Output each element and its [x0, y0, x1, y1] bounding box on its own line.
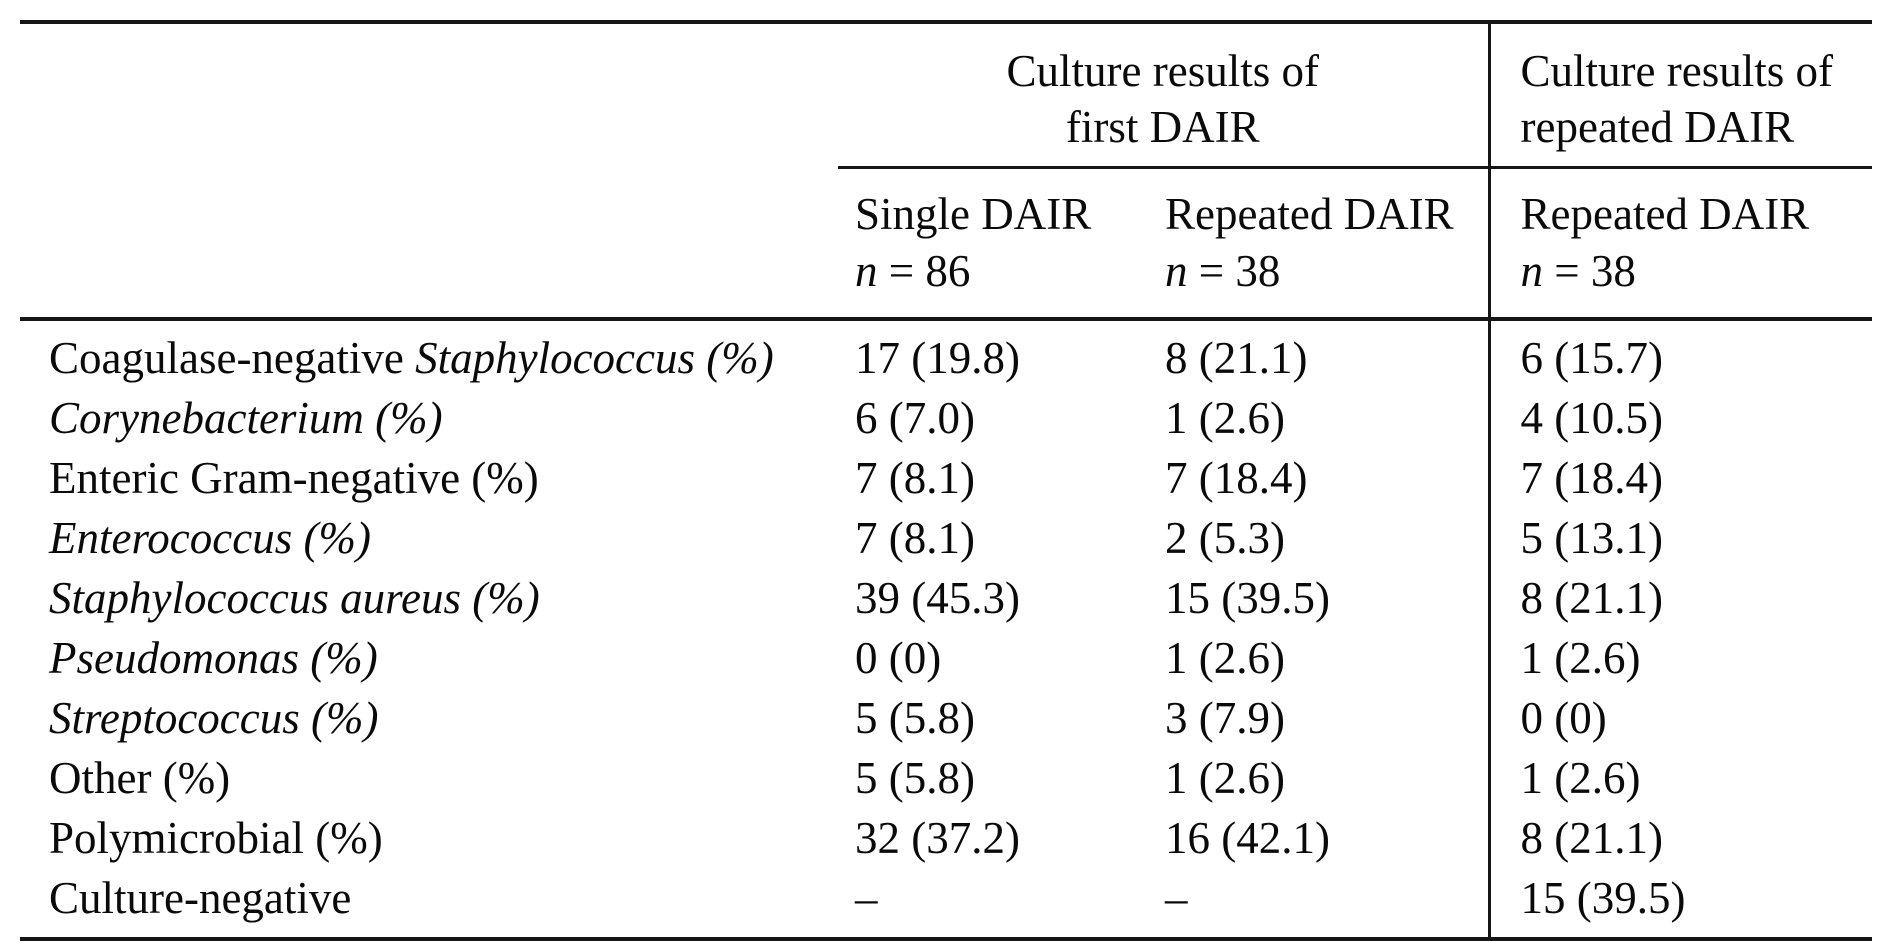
column-header-n: n = 38: [1165, 246, 1281, 296]
column-header-row: Single DAIR n = 86 Repeated DAIR n = 38 …: [20, 167, 1873, 321]
column-header-single-dair: Single DAIR n = 86: [838, 167, 1148, 321]
value-cell: 7 (18.4): [1165, 452, 1308, 503]
table-row: Staphylococcus aureus (%) 39 (45.3) 15 (39…: [20, 568, 1873, 628]
value-cell: 8 (21.1): [1487, 568, 1873, 628]
value-cell: 8 (21.1): [1165, 332, 1308, 383]
group-header-line: first DAIR: [1065, 101, 1260, 152]
table-row: Coagulase-negative Staphylococcus (%) 17 …: [20, 319, 1873, 388]
row-label: Corynebacterium (%): [49, 392, 443, 443]
table-row: Corynebacterium (%) 6 (7.0) 1 (2.6) 4 (10.5…: [20, 388, 1873, 448]
table-body: Coagulase-negative Staphylococcus (%) 17 …: [20, 319, 1873, 941]
row-label: Staphylococcus aureus (%): [49, 572, 540, 623]
value-cell: 4 (10.5): [1487, 388, 1873, 448]
value-cell: 5 (5.8): [855, 752, 975, 803]
table-row: Culture-negative – –15 (39.5): [20, 868, 1873, 941]
value-cell: 1 (2.6): [1165, 392, 1285, 443]
group-header-line: repeated DAIR: [1520, 101, 1795, 152]
column-header-label: Repeated DAIR: [1520, 189, 1810, 239]
column-header-label: Repeated DAIR: [1165, 189, 1454, 239]
value-cell: 8 (21.1): [1487, 808, 1873, 868]
value-cell: 6 (15.7): [1487, 319, 1873, 388]
value-cell: 2 (5.3): [1165, 512, 1285, 563]
row-label: Pseudomonas (%): [49, 632, 378, 683]
value-cell: 1 (2.6): [1165, 632, 1285, 683]
column-header-repeated-dair-second: Repeated DAIR n = 38: [1487, 167, 1873, 321]
value-cell: 0 (0): [855, 632, 942, 683]
value-cell: 7 (8.1): [855, 452, 975, 503]
table-row: Enteric Gram-negative (%) 7 (8.1) 7 (18.4)…: [20, 448, 1873, 508]
corner-blank-cell: [20, 20, 838, 168]
group-header-line: Culture results of: [1006, 45, 1319, 96]
column-header-label: Single DAIR: [855, 189, 1092, 239]
value-cell: 16 (42.1): [1165, 812, 1330, 863]
column-header-n: n = 38: [1520, 246, 1636, 296]
value-cell: 15 (39.5): [1487, 868, 1873, 941]
row-label: Coagulase-negative Staphylococcus (%): [49, 332, 774, 383]
value-cell: 3 (7.9): [1165, 692, 1285, 743]
row-label: Polymicrobial (%): [49, 812, 383, 863]
row-label: Other (%): [49, 752, 231, 803]
value-cell: –: [838, 868, 1148, 941]
value-cell: 0 (0): [1487, 688, 1873, 748]
column-header-repeated-dair-first: Repeated DAIR n = 38: [1148, 167, 1490, 321]
row-label: Streptococcus (%): [49, 692, 379, 743]
value-cell: 5 (13.1): [1487, 508, 1873, 568]
group-header-line: Culture results of: [1520, 45, 1833, 96]
group-header-first-dair: Culture results of first DAIR: [838, 20, 1490, 169]
group-header-row: Culture results of first DAIR Culture re…: [20, 20, 1873, 169]
value-cell: 1 (2.6): [1165, 752, 1285, 803]
value-cell: 6 (7.0): [855, 392, 975, 443]
label-column-blank-header: [20, 167, 838, 321]
group-header-repeated-dair: Culture results of repeated DAIR: [1487, 20, 1873, 169]
value-cell: 5 (5.8): [855, 692, 975, 743]
value-cell: 32 (37.2): [855, 812, 1020, 863]
row-label: Enterococcus (%): [49, 512, 371, 563]
table-row: Enterococcus (%) 7 (8.1) 2 (5.3) 5 (13.1): [20, 508, 1873, 568]
value-cell: 1 (2.6): [1487, 748, 1873, 808]
value-cell: 1 (2.6): [1487, 628, 1873, 688]
table-row: Polymicrobial (%) 32 (37.2) 16 (42.1) 8 (21…: [20, 808, 1873, 868]
value-cell: 15 (39.5): [1165, 572, 1330, 623]
table-row: Streptococcus (%) 5 (5.8) 3 (7.9) 0 (0): [20, 688, 1873, 748]
table-row: Pseudomonas (%) 0 (0) 1 (2.6) 1 (2.6): [20, 628, 1873, 688]
value-cell: –: [1148, 868, 1490, 941]
row-label: Culture-negative: [20, 868, 838, 941]
value-cell: 17 (19.8): [855, 332, 1020, 383]
culture-results-table: Culture results of first DAIR Culture re…: [20, 20, 1873, 941]
value-cell: 39 (45.3): [855, 572, 1020, 623]
value-cell: 7 (18.4): [1487, 448, 1873, 508]
value-cell: 7 (8.1): [855, 512, 975, 563]
row-label: Enteric Gram-negative (%): [49, 452, 539, 503]
table-row: Other (%) 5 (5.8) 1 (2.6) 1 (2.6): [20, 748, 1873, 808]
column-header-n: n = 86: [855, 246, 971, 296]
